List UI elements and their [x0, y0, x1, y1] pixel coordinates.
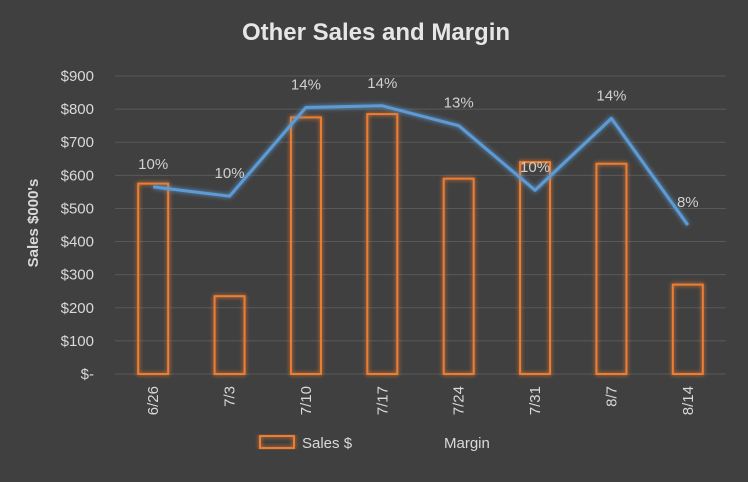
y-tick-label: $200	[61, 300, 94, 317]
x-tick-label: 7/31	[527, 386, 544, 415]
margin-line	[153, 104, 690, 226]
x-tick-label: 8/14	[680, 386, 697, 415]
margin-data-label: 14%	[596, 87, 626, 104]
bars-sales	[137, 113, 704, 376]
bar-sales	[366, 113, 399, 375]
bar-sales	[595, 162, 628, 375]
y-axis-label: Sales $000's	[25, 179, 42, 268]
grid-layer	[115, 75, 726, 375]
x-tick-label: 7/3	[222, 386, 239, 407]
y-tick-label: $100	[61, 333, 94, 350]
bar-sales	[519, 161, 552, 375]
bar-sales	[289, 116, 322, 375]
margin-data-label: 14%	[291, 76, 321, 93]
y-tick-label: $300	[61, 267, 94, 284]
bar-sales	[213, 295, 246, 376]
legend-swatch-sales	[259, 435, 295, 449]
x-tick-label: 7/24	[451, 386, 468, 415]
margin-data-label: 10%	[520, 159, 550, 176]
x-tick-label: 8/7	[603, 386, 620, 407]
y-tick-labels: $- $100 $200 $300 $400 $500 $600 $700 $800 $900	[61, 68, 94, 383]
x-tick-label: 7/10	[298, 386, 315, 415]
y-tick-label: $-	[81, 366, 94, 383]
margin-data-label: 10%	[215, 165, 245, 182]
x-tick-labels: 6/26 7/3 7/10 7/17 7/24 7/31 8/7 8/14	[145, 386, 697, 415]
legend-label-margin: Margin	[444, 435, 490, 452]
bar-sales	[671, 283, 704, 376]
legend: Sales $ Margin	[259, 435, 490, 452]
margin-data-label: 14%	[367, 75, 397, 92]
margin-data-label: 10%	[138, 156, 168, 173]
x-tick-label: 7/17	[374, 386, 391, 415]
bar-sales	[137, 182, 170, 375]
legend-label-sales: Sales $	[302, 435, 353, 452]
y-tick-label: $500	[61, 200, 94, 217]
y-tick-label: $800	[61, 101, 94, 118]
margin-data-label: 13%	[444, 95, 474, 112]
chart-title: Other Sales and Margin	[242, 19, 510, 46]
bar-sales	[442, 177, 475, 375]
y-tick-label: $600	[61, 167, 94, 184]
y-tick-label: $900	[61, 68, 94, 85]
x-tick-label: 6/26	[145, 386, 162, 415]
margin-data-label: 8%	[677, 194, 699, 211]
line-margin	[153, 104, 690, 226]
margin-data-labels: 10% 10% 14% 14% 13% 10% 14% 8%	[138, 75, 698, 211]
y-tick-label: $400	[61, 234, 94, 251]
y-tick-label: $700	[61, 134, 94, 151]
